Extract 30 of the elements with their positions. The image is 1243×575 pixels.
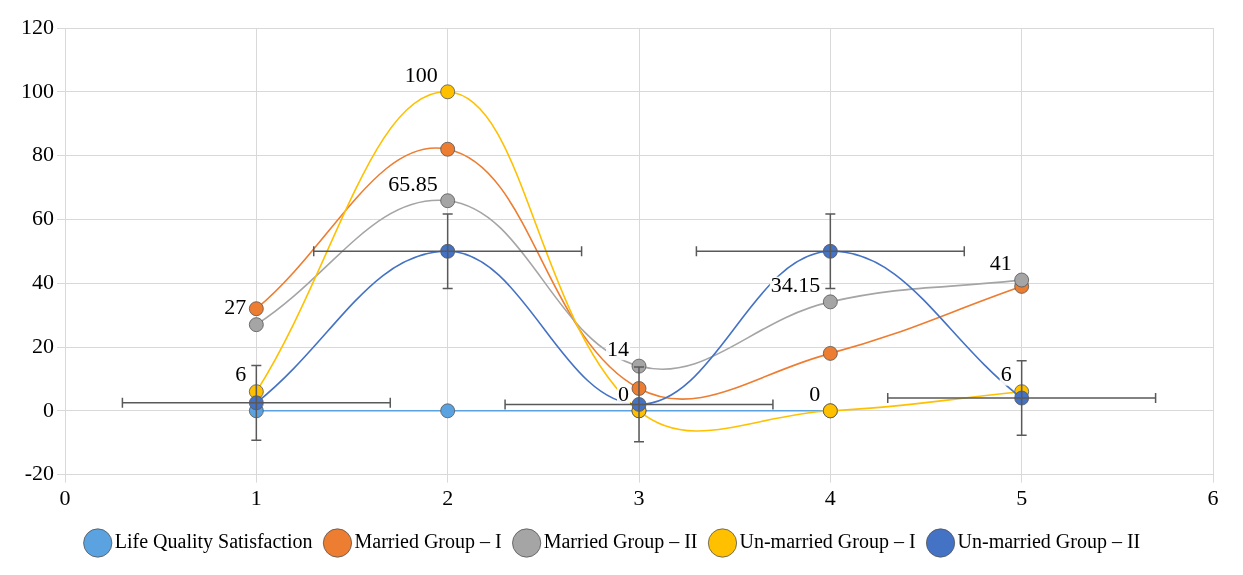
data-label: 0 [809,380,821,406]
x-tick-label: 6 [1207,484,1219,510]
legend-label: Life Quality Satisfaction [114,530,313,554]
legend-label: Married Group – II [543,530,698,554]
x-tick-label: 4 [824,484,836,510]
x-tick-label: 3 [633,484,645,510]
x-tick-label: 5 [1016,484,1028,510]
legend-label: Married Group – I [354,530,502,554]
data-label: 6 [235,361,247,387]
data-label: 27 [224,294,247,320]
y-tick-label: 20 [32,332,54,358]
legend-label: Un-married Group – II [957,530,1141,554]
data-label: 14 [607,335,629,361]
data-label: 34.15 [770,271,821,297]
x-tick-label: 0 [59,484,71,510]
x-tick-label: 2 [442,484,454,510]
x-tick-label: 1 [250,484,262,510]
data-label: 0 [618,380,629,406]
data-label: 65.85 [388,170,438,196]
y-tick-label: 0 [43,396,54,422]
data-label: 41 [989,249,1012,275]
y-tick-label: -20 [24,460,54,486]
y-tick-label: 120 [21,13,54,39]
data-label: 100 [404,61,438,87]
data-label: 6 [1000,361,1012,387]
y-tick-label: 60 [32,205,54,231]
y-tick-label: 80 [32,141,54,167]
y-tick-label: 40 [32,268,54,294]
legend-label: Un-married Group – I [739,530,916,554]
y-tick-label: 100 [21,77,54,103]
